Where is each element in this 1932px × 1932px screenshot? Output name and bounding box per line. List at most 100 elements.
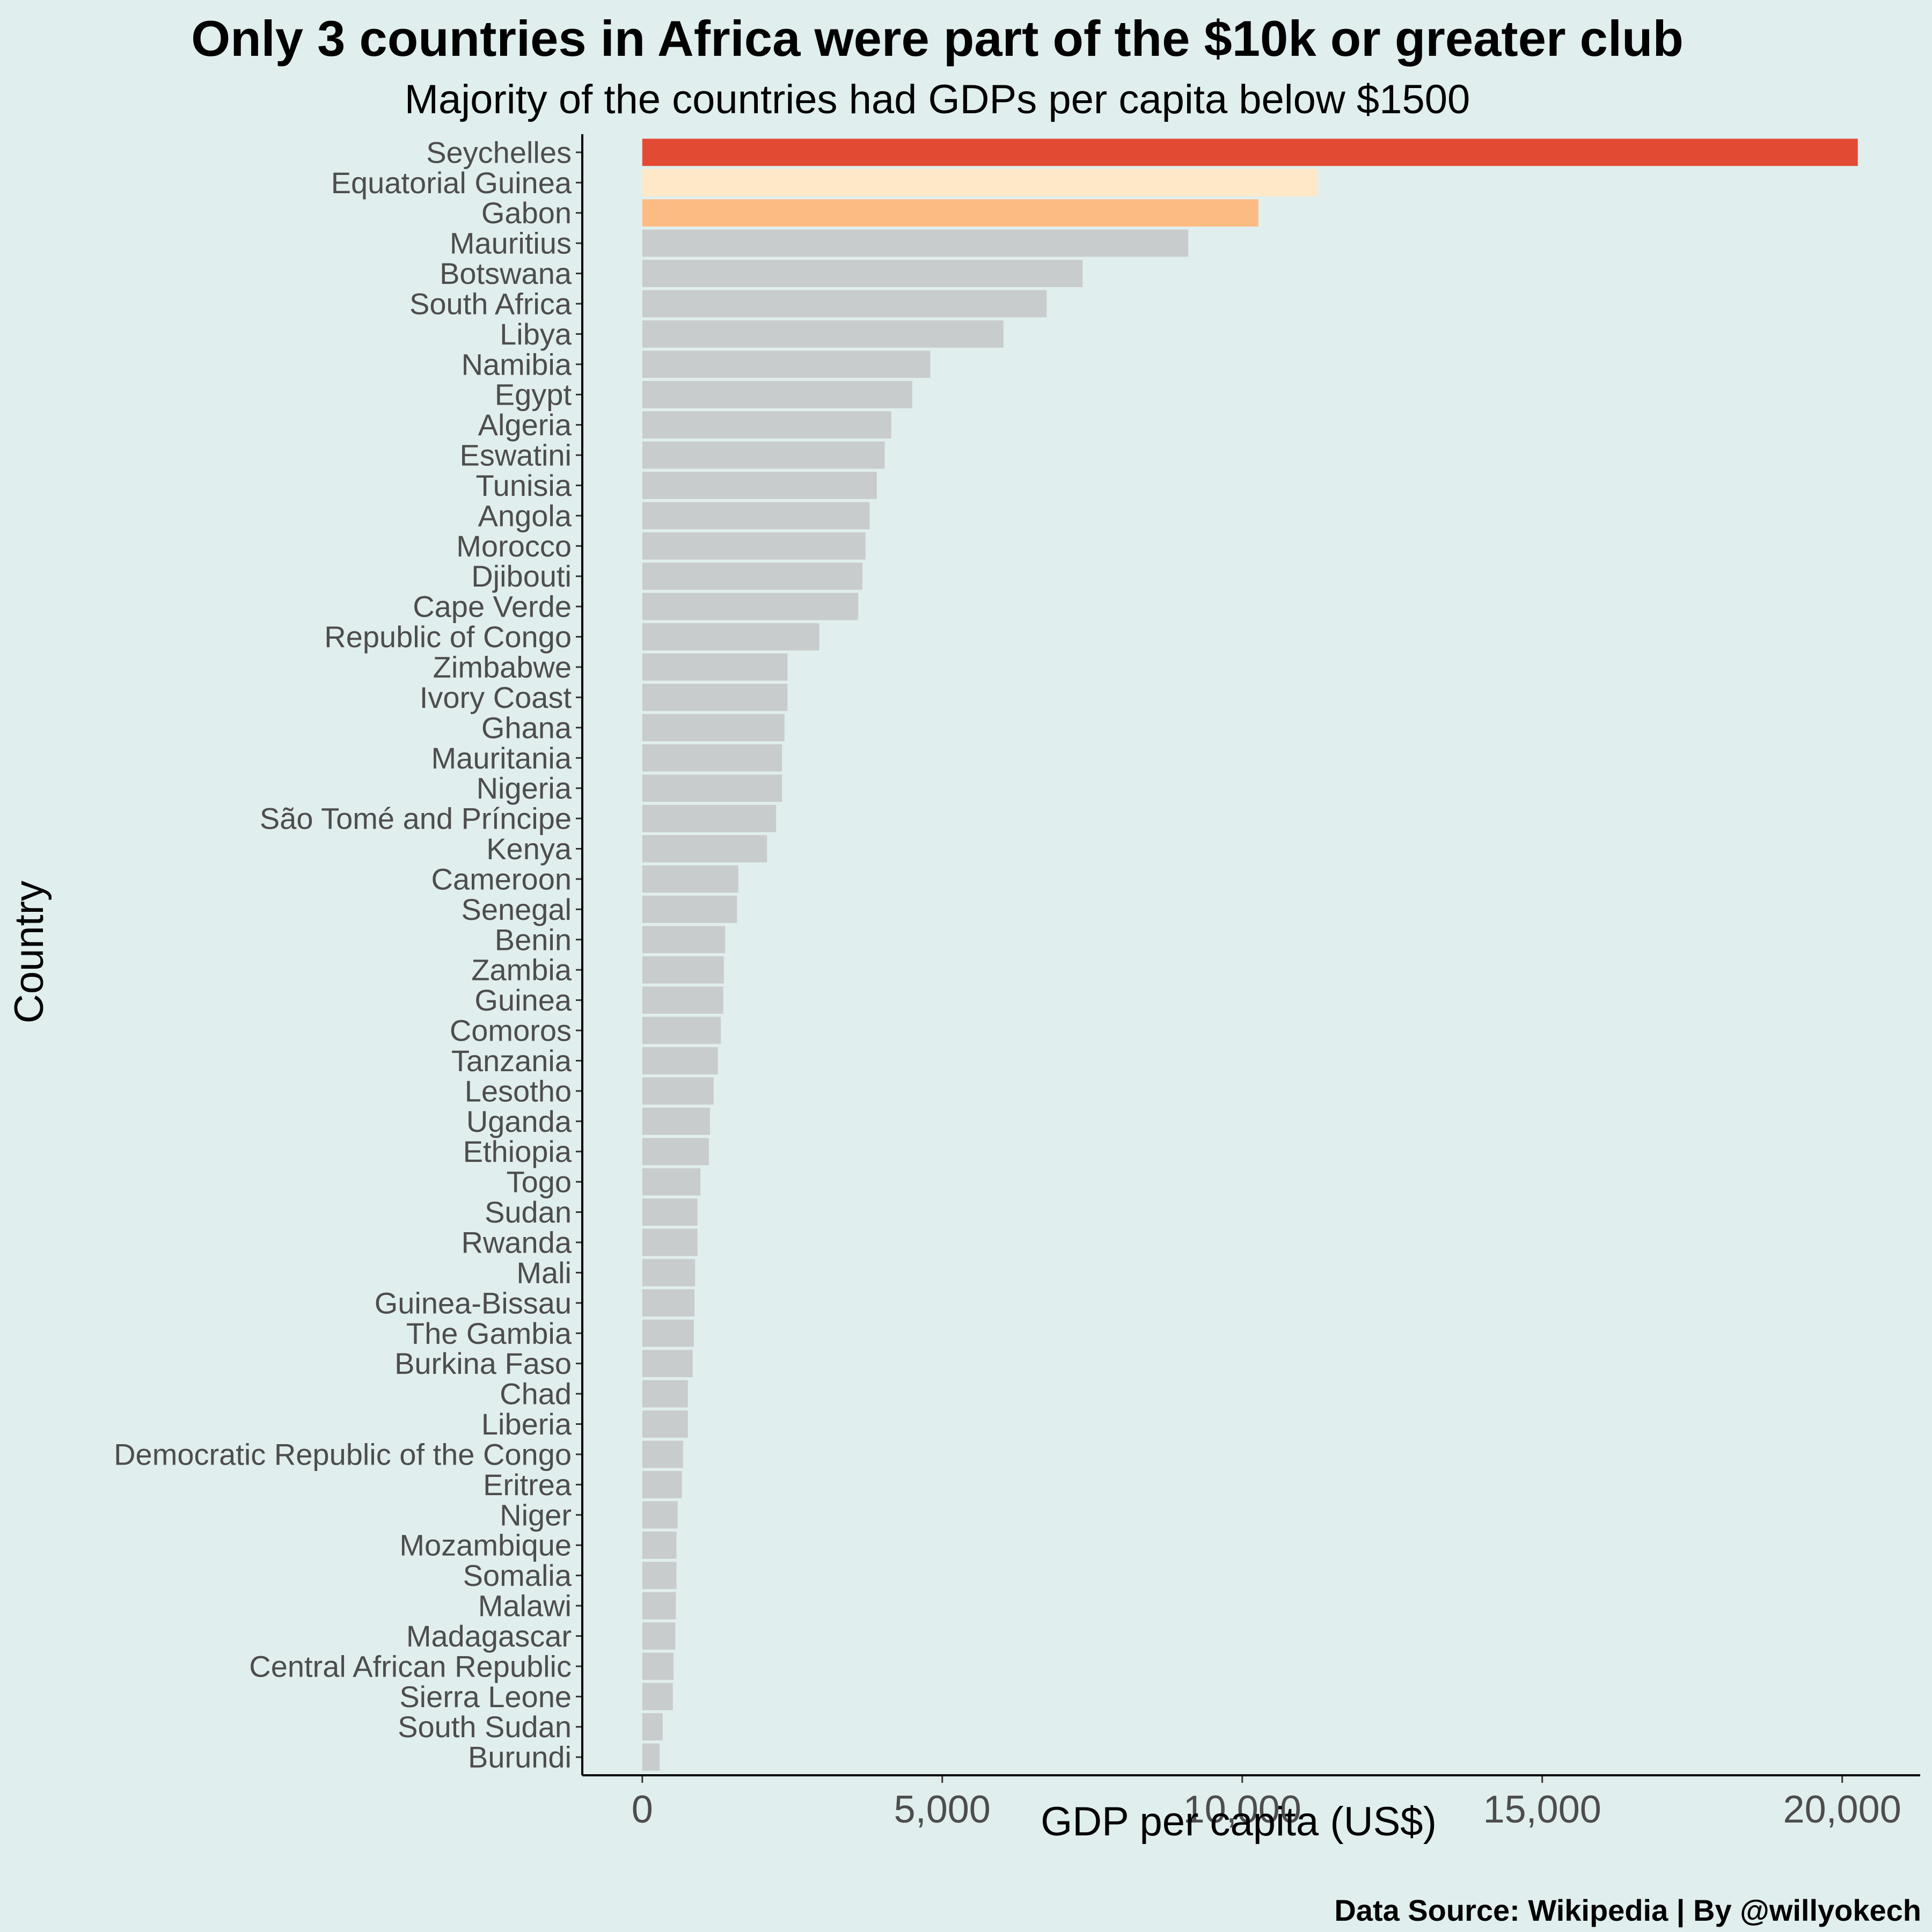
bar	[642, 532, 866, 560]
y-tick-label: Mauritius	[450, 226, 572, 260]
y-axis-title: Country	[6, 881, 52, 1023]
y-tick-label: Seychelles	[426, 135, 572, 169]
bar	[642, 380, 912, 408]
bar	[642, 1259, 696, 1286]
bar	[642, 1350, 693, 1378]
x-tick-label: 15,000	[1483, 1788, 1601, 1831]
y-tick-label: Angola	[478, 499, 572, 532]
bar	[642, 1562, 677, 1590]
y-tick-label: Sierra Leone	[399, 1680, 572, 1714]
bars-layer	[642, 138, 1858, 1771]
y-tick-label: Rwanda	[462, 1225, 572, 1259]
bar	[642, 1107, 711, 1135]
bar	[642, 835, 767, 862]
y-tick-label: Namibia	[462, 347, 572, 381]
y-tick-label: Guinea	[474, 983, 572, 1017]
bar	[642, 1652, 674, 1680]
y-tick-label: Senegal	[461, 892, 572, 926]
bar	[642, 653, 788, 681]
bar	[642, 1138, 709, 1166]
y-tick-label: Djibouti	[471, 559, 572, 593]
y-tick-label: Cameroon	[431, 862, 572, 896]
bar	[642, 441, 885, 469]
chart-subtitle: Majority of the countries had GDPs per c…	[404, 77, 1470, 122]
y-tick-label: Mauritania	[431, 741, 572, 775]
y-tick-label: Algeria	[478, 408, 572, 442]
bar	[642, 290, 1047, 318]
y-tick-label: South Sudan	[398, 1710, 572, 1744]
bar	[642, 865, 738, 893]
bar	[642, 320, 1004, 348]
y-tick-label: Zambia	[471, 953, 572, 987]
y-tick-label: Botswana	[440, 257, 572, 290]
y-tick-label: Burundi	[468, 1740, 572, 1774]
y-tick-label: Tanzania	[451, 1044, 572, 1078]
bar	[642, 1682, 673, 1710]
y-tick-label: São Tomé and Príncipe	[260, 802, 572, 836]
bar	[642, 1198, 698, 1226]
y-tick-label: Ghana	[481, 711, 572, 744]
y-tick-label: Benin	[495, 923, 572, 956]
y-tick-label: Ethiopia	[463, 1135, 572, 1168]
y-tick-label: Nigeria	[477, 771, 572, 805]
y-tick-label: Burkina Faso	[394, 1346, 572, 1380]
y-tick-label: Eswatini	[459, 438, 572, 472]
bar	[642, 502, 870, 530]
bar	[642, 1077, 714, 1105]
bar	[642, 138, 1858, 166]
y-tick-label: Uganda	[466, 1104, 572, 1138]
y-tick-label: Tunisia	[476, 469, 572, 502]
y-tick-label: Eritrea	[483, 1468, 572, 1502]
bar	[642, 1410, 688, 1438]
x-tick-label: 5,000	[894, 1788, 991, 1831]
bar	[642, 926, 726, 954]
bar	[642, 774, 782, 802]
bar	[642, 1380, 688, 1408]
y-tick-label: Guinea-Bissau	[375, 1286, 572, 1320]
bar	[642, 1622, 676, 1650]
bar	[642, 1289, 695, 1317]
y-tick-label: Kenya	[486, 832, 572, 866]
y-tick-label: Comoros	[450, 1014, 572, 1048]
y-tick-label: The Gambia	[406, 1316, 572, 1350]
y-tick-label: Ivory Coast	[420, 680, 572, 714]
y-tick-label: Cape Verde	[413, 590, 572, 624]
bar	[642, 744, 782, 772]
bar	[642, 714, 785, 742]
bar	[642, 562, 863, 590]
bar	[642, 350, 931, 378]
y-tick-label: Democratic Republic of the Congo	[114, 1437, 572, 1471]
chart-title: Only 3 countries in Africa were part of …	[191, 10, 1684, 67]
y-tick-label: Central African Republic	[249, 1649, 572, 1683]
bar	[642, 229, 1189, 257]
bar	[642, 1592, 676, 1620]
y-tick-label: Sudan	[485, 1195, 572, 1229]
y-tick-label: Republic of Congo	[324, 620, 572, 654]
y-tick-label: Mali	[516, 1256, 572, 1290]
bar	[642, 1228, 698, 1256]
y-tick-label: Togo	[507, 1165, 572, 1199]
bar	[642, 169, 1318, 196]
bar	[642, 1501, 678, 1529]
bar	[642, 199, 1258, 227]
bar	[642, 1047, 718, 1074]
y-tick-label: South Africa	[409, 287, 572, 320]
bar	[642, 472, 877, 499]
x-tick-label: 20,000	[1783, 1788, 1901, 1831]
bar	[642, 1016, 721, 1044]
y-tick-label: Niger	[500, 1498, 572, 1532]
x-ticks: 0 5,000 10,000 15,000 20,000	[632, 1775, 1901, 1831]
bar	[642, 1713, 663, 1741]
bar	[642, 623, 819, 650]
y-tick-label: Mozambique	[399, 1528, 572, 1562]
y-tick-label: Equatorial Guinea	[331, 166, 572, 200]
x-tick-label: 10,000	[1183, 1788, 1301, 1831]
bar	[642, 1470, 682, 1498]
y-tick-label: Madagascar	[406, 1619, 572, 1653]
y-tick-label: Chad	[500, 1377, 572, 1411]
y-tick-label: Egypt	[495, 378, 572, 412]
y-tick-label: Morocco	[456, 529, 572, 563]
bar	[642, 260, 1083, 287]
bar	[642, 1319, 694, 1347]
